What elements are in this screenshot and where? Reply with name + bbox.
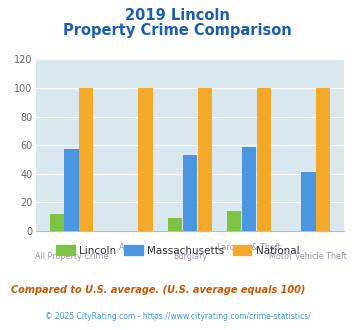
Bar xyxy=(64,149,78,231)
Bar xyxy=(242,147,256,231)
Bar xyxy=(183,155,197,231)
Bar xyxy=(198,88,212,231)
Text: © 2025 CityRating.com - https://www.cityrating.com/crime-statistics/: © 2025 CityRating.com - https://www.city… xyxy=(45,312,310,321)
Text: Motor Vehicle Theft: Motor Vehicle Theft xyxy=(269,251,347,261)
Bar xyxy=(257,88,271,231)
Text: Compared to U.S. average. (U.S. average equals 100): Compared to U.S. average. (U.S. average … xyxy=(11,285,305,295)
Text: Larceny & Theft: Larceny & Theft xyxy=(217,243,281,252)
Bar xyxy=(316,88,330,231)
Bar xyxy=(227,211,241,231)
Bar xyxy=(50,214,64,231)
Text: All Property Crime: All Property Crime xyxy=(35,251,108,261)
Legend: Lincoln, Massachusetts, National: Lincoln, Massachusetts, National xyxy=(51,241,304,260)
Text: Burglary: Burglary xyxy=(173,251,207,261)
Bar xyxy=(301,172,316,231)
Text: 2019 Lincoln: 2019 Lincoln xyxy=(125,8,230,23)
Bar xyxy=(79,88,93,231)
Text: Arson: Arson xyxy=(119,243,142,252)
Bar xyxy=(138,88,153,231)
Bar xyxy=(168,218,182,231)
Text: Property Crime Comparison: Property Crime Comparison xyxy=(63,23,292,38)
